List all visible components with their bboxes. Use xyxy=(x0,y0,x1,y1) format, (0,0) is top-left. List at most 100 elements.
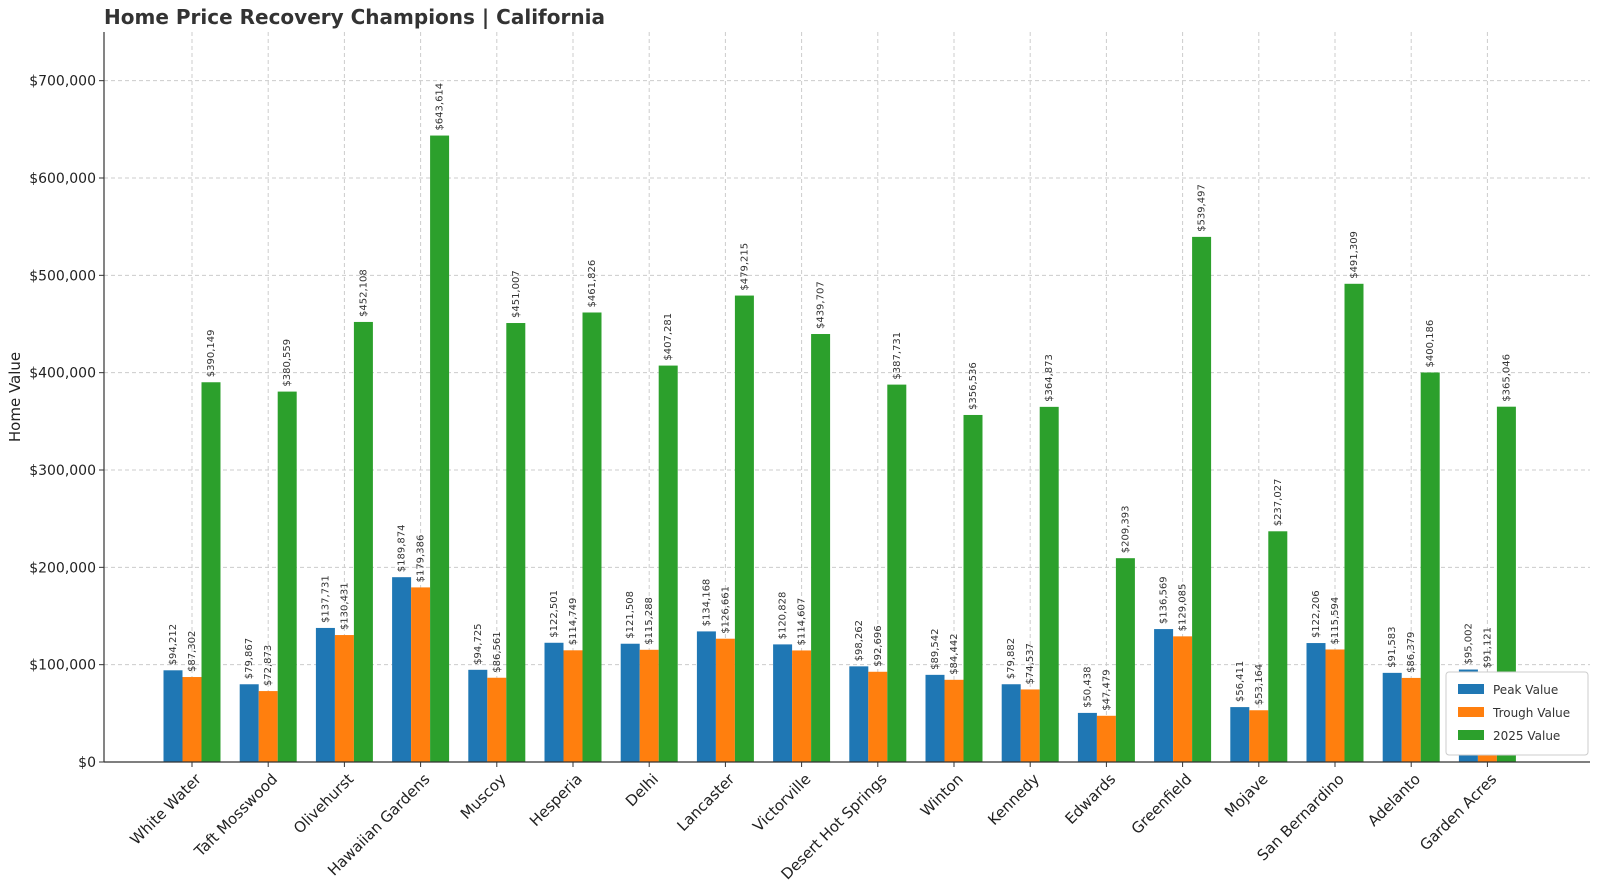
data-label: $539,497 xyxy=(1197,184,1208,232)
data-label: $50,438 xyxy=(1082,667,1093,708)
legend: Peak Value Trough Value 2025 Value xyxy=(1445,671,1589,756)
bar-peak-value-hesperia xyxy=(544,642,564,762)
data-label: $136,569 xyxy=(1159,576,1170,624)
data-label: $115,594 xyxy=(1330,597,1341,645)
bar-peak-value-mojave xyxy=(1230,707,1250,762)
data-label: $461,826 xyxy=(587,260,598,308)
bars xyxy=(163,135,1516,762)
y-tick-label: $600,000 xyxy=(29,171,96,187)
data-label: $120,828 xyxy=(778,592,789,640)
bar-2025-value-hawaiian-gardens xyxy=(430,135,450,762)
x-tick-label: Greenfield xyxy=(1128,770,1196,838)
bar-2025-value-muscoy xyxy=(506,323,526,762)
bar-trough-value-olivehurst xyxy=(334,635,354,762)
data-label: $84,442 xyxy=(949,633,960,674)
bar-trough-value-hesperia xyxy=(563,650,583,762)
data-label: $115,288 xyxy=(644,597,655,645)
bar-trough-value-hawaiian-gardens xyxy=(411,587,431,762)
y-tick-label: $700,000 xyxy=(29,74,96,90)
x-tick-label: Edwards xyxy=(1061,770,1119,828)
bar-trough-value-mojave xyxy=(1249,710,1269,762)
x-tick-label: Olivehurst xyxy=(290,770,357,837)
bar-trough-value-white-water xyxy=(182,677,202,762)
x-tick-label: White Water xyxy=(127,770,206,849)
x-tick-label: Muscoy xyxy=(457,770,510,823)
bar-peak-value-desert-hot-springs xyxy=(849,666,869,762)
y-tick-label: $400,000 xyxy=(29,366,96,382)
data-label: $122,501 xyxy=(549,590,560,638)
bar-trough-value-winton xyxy=(944,679,964,762)
bar-2025-value-greenfield xyxy=(1192,236,1212,762)
bar-trough-value-victorville xyxy=(792,650,812,762)
bar-peak-value-edwards xyxy=(1077,712,1097,762)
data-label: $126,661 xyxy=(720,586,731,634)
legend-label: Trough Value xyxy=(1492,706,1570,720)
bar-2025-value-desert-hot-springs xyxy=(887,384,907,762)
y-tick-label: $300,000 xyxy=(29,463,96,479)
bar-peak-value-winton xyxy=(925,674,945,762)
bar-peak-value-victorville xyxy=(773,644,793,762)
data-label: $72,873 xyxy=(263,645,274,686)
bar-peak-value-hawaiian-gardens xyxy=(392,577,412,762)
data-label: $86,379 xyxy=(1406,632,1417,673)
data-label: $92,696 xyxy=(873,625,884,666)
data-label: $53,164 xyxy=(1254,664,1265,705)
legend-swatch xyxy=(1458,707,1484,717)
x-tick-label: Garden Acres xyxy=(1416,770,1500,854)
data-label: $87,302 xyxy=(187,631,198,672)
bar-peak-value-olivehurst xyxy=(315,627,335,762)
data-label: $364,873 xyxy=(1044,354,1055,402)
data-label: $365,046 xyxy=(1501,354,1512,402)
y-tick-label: $200,000 xyxy=(29,560,96,576)
bar-peak-value-taft-mosswood xyxy=(239,684,259,762)
data-label: $451,007 xyxy=(511,270,522,318)
data-label: $129,085 xyxy=(1178,584,1189,632)
x-tick-label: Lancaster xyxy=(673,770,738,835)
legend-label: Peak Value xyxy=(1493,683,1558,697)
bar-trough-value-kennedy xyxy=(1020,689,1040,762)
data-label: $122,206 xyxy=(1311,590,1322,638)
data-label: $74,537 xyxy=(1025,643,1036,684)
grid xyxy=(104,32,1590,763)
data-label: $86,561 xyxy=(492,631,503,672)
x-tick-label: Hesperia xyxy=(526,770,586,830)
x-tick-label: Victorville xyxy=(749,770,814,835)
bar-peak-value-greenfield xyxy=(1154,629,1174,762)
data-label: $79,882 xyxy=(1006,638,1017,679)
bar-2025-value-hesperia xyxy=(582,312,602,762)
bar-2025-value-mojave xyxy=(1268,531,1288,762)
bar-2025-value-olivehurst xyxy=(353,321,373,762)
bar-trough-value-greenfield xyxy=(1173,636,1193,762)
bar-peak-value-kennedy xyxy=(1001,684,1021,762)
x-tick-label: Adelanto xyxy=(1364,770,1424,830)
data-label: $137,731 xyxy=(320,575,331,623)
x-tick-label: Delhi xyxy=(622,770,662,810)
bar-trough-value-muscoy xyxy=(487,677,507,762)
bar-trough-value-lancaster xyxy=(715,638,735,762)
data-label: $114,607 xyxy=(797,598,808,646)
bar-2025-value-victorville xyxy=(811,334,831,762)
data-label: $439,707 xyxy=(816,281,827,329)
data-label: $89,542 xyxy=(930,628,941,669)
y-tick-label: $100,000 xyxy=(29,658,96,674)
data-label: $56,411 xyxy=(1235,661,1246,702)
data-label: $356,536 xyxy=(968,362,979,410)
data-label: $134,168 xyxy=(701,579,712,627)
data-label: $179,386 xyxy=(416,535,427,583)
data-label: $407,281 xyxy=(663,313,674,361)
bar-trough-value-delhi xyxy=(639,649,659,762)
data-label: $387,731 xyxy=(892,332,903,380)
legend-swatch xyxy=(1458,730,1484,740)
data-label: $47,479 xyxy=(1101,669,1112,710)
bar-2025-value-edwards xyxy=(1115,558,1135,762)
bar-trough-value-san-bernardino xyxy=(1325,649,1345,762)
data-label: $237,027 xyxy=(1273,479,1284,527)
data-label: $91,121 xyxy=(1482,627,1493,668)
data-label: $452,108 xyxy=(358,269,369,317)
bar-peak-value-white-water xyxy=(163,670,183,762)
legend-swatch xyxy=(1458,684,1484,694)
data-label: $94,212 xyxy=(168,624,179,665)
bar-2025-value-kennedy xyxy=(1039,406,1059,762)
data-label: $643,614 xyxy=(435,83,446,131)
bar-2025-value-adelanto xyxy=(1420,372,1440,762)
